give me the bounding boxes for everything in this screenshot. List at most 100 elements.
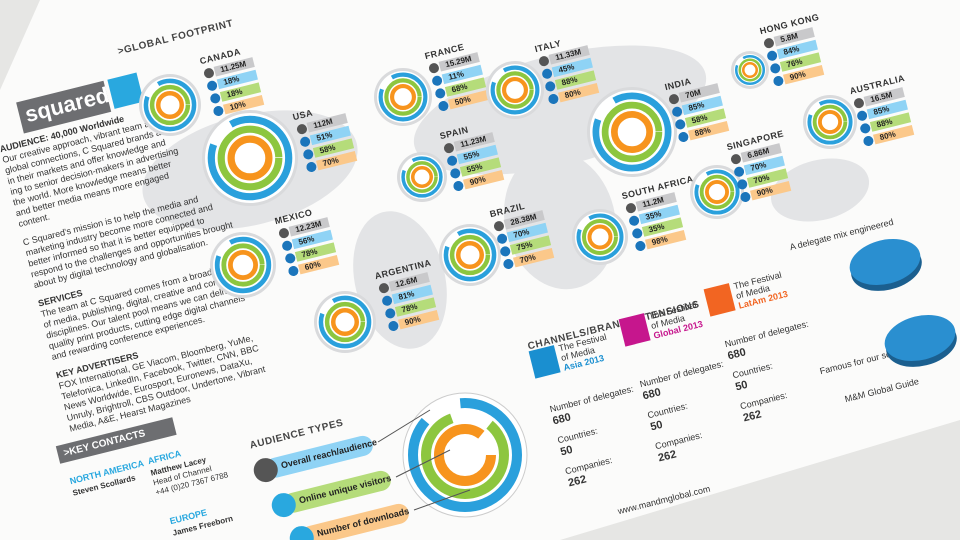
stat-bar	[213, 57, 255, 77]
stat-value: 35%	[645, 209, 663, 222]
stat-value: 58%	[319, 143, 337, 156]
stat-icon	[675, 119, 686, 130]
stat-value: 78%	[401, 302, 419, 315]
stat-value: 18%	[223, 74, 241, 87]
ring	[601, 101, 663, 163]
ring	[812, 104, 848, 140]
audience-connector	[413, 489, 471, 511]
stat-value: 70%	[322, 155, 340, 168]
stat-bar	[438, 52, 480, 72]
ring	[227, 249, 258, 280]
ring	[742, 61, 759, 78]
region-ring	[139, 74, 201, 136]
stat-bar	[388, 272, 430, 292]
ring	[449, 234, 491, 276]
ring	[214, 236, 272, 294]
stat-bar	[678, 83, 720, 103]
stat-bar	[309, 125, 351, 146]
stat-icon	[300, 136, 311, 147]
stat-bar	[288, 217, 330, 237]
stat-icon	[500, 246, 511, 257]
stat-bar	[394, 297, 437, 317]
audience-pill	[301, 503, 409, 540]
stat-icon	[860, 123, 871, 134]
stat-icon	[278, 228, 289, 239]
stat-icon	[542, 68, 553, 79]
stat-value: 60%	[304, 259, 322, 272]
stat-icon	[210, 93, 221, 104]
audience-icon	[289, 526, 314, 540]
region-ring	[572, 209, 628, 265]
stat-bar	[746, 168, 789, 188]
stat-bar	[294, 242, 337, 262]
stat-value: 70%	[753, 173, 771, 186]
stat-value: 58%	[691, 113, 709, 126]
stat-bar	[509, 235, 552, 255]
stat-icon	[213, 106, 224, 117]
stat-value: 88%	[876, 117, 894, 130]
stat-bar	[316, 151, 358, 171]
contacts-bar	[55, 417, 177, 464]
ring	[501, 77, 528, 104]
stat-value: 90%	[404, 314, 422, 327]
stat-icon	[632, 228, 643, 239]
stat-value: 98%	[651, 234, 669, 247]
stat-icon	[548, 94, 559, 105]
stat-icon	[503, 259, 514, 270]
logo: squared	[16, 72, 144, 134]
ring	[817, 109, 842, 134]
festival-stat: 262	[567, 473, 588, 489]
ring	[207, 115, 293, 201]
stat-icon	[428, 63, 439, 74]
stat-value: 70M	[684, 88, 702, 101]
stat-icon	[435, 88, 446, 99]
stat-icon	[493, 221, 504, 232]
festival-icon	[528, 345, 561, 379]
ring	[227, 135, 273, 181]
stat-bar	[740, 143, 782, 163]
stat-value: 81%	[398, 289, 416, 302]
stat-icon	[853, 98, 864, 109]
stat-bar	[866, 99, 908, 120]
stat-icon	[773, 76, 784, 87]
stat-icon	[453, 181, 464, 192]
stat-value: 88%	[561, 75, 579, 88]
stat-value: 85%	[688, 100, 706, 113]
audience-icon	[253, 458, 278, 483]
stat-icon	[763, 38, 774, 49]
stat-bar	[779, 52, 822, 72]
ring	[490, 65, 540, 115]
stat-icon	[438, 101, 449, 112]
stat-bar	[554, 70, 597, 90]
ring	[704, 179, 729, 204]
stat-bar	[783, 65, 825, 85]
ring	[576, 213, 624, 261]
audience-connector	[377, 409, 431, 443]
stat-bar	[441, 64, 483, 85]
logo-box	[16, 80, 112, 134]
ring	[378, 72, 428, 122]
ring	[408, 398, 522, 512]
audience-pill	[265, 435, 373, 478]
stat-value: 75%	[516, 240, 534, 253]
stat-bar	[684, 108, 727, 128]
stat-bar	[291, 229, 333, 250]
festival-icon	[618, 313, 651, 347]
audience-ring	[402, 392, 528, 518]
stat-bar	[459, 157, 502, 177]
festival-icon	[703, 283, 736, 317]
stat-icon	[678, 132, 689, 143]
festival-stat: 50	[734, 379, 749, 394]
stat-value: 45%	[558, 62, 576, 75]
ring	[401, 156, 443, 198]
stat-value: 18%	[226, 87, 244, 100]
audience-connector	[395, 449, 451, 478]
stat-icon	[443, 143, 454, 154]
ring	[324, 301, 366, 343]
stat-bar	[773, 27, 815, 47]
